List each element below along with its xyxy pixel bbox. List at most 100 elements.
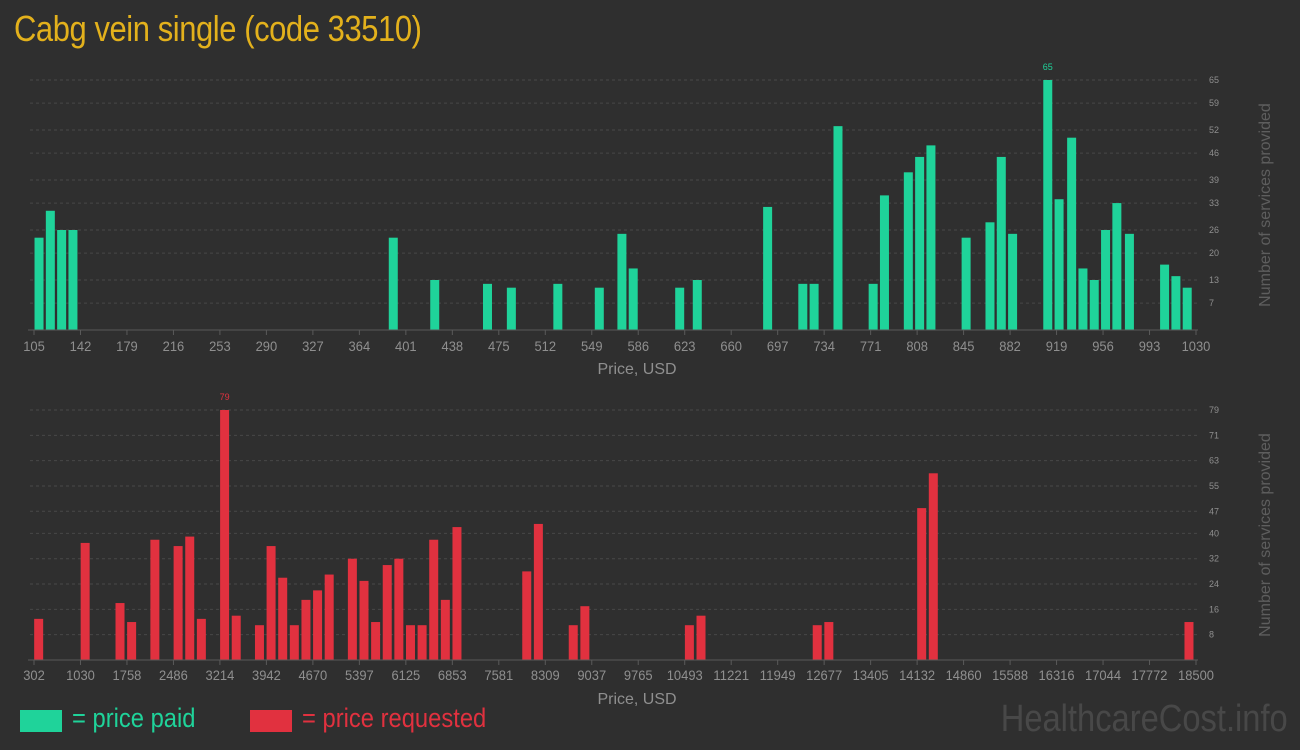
bar (533, 523, 543, 660)
x-tick-label: 253 (209, 338, 231, 354)
x-tick-label: 14132 (899, 667, 935, 683)
x-tick-label: 697 (767, 338, 789, 354)
bar (763, 206, 773, 330)
bar (812, 625, 822, 660)
bar (347, 558, 357, 660)
x-tick-label: 14860 (946, 667, 982, 683)
x-tick-label: 549 (581, 338, 603, 354)
bar (115, 603, 125, 660)
bar (1008, 233, 1018, 330)
x-axis-title: Price, USD (597, 691, 676, 708)
x-tick-label: 290 (256, 338, 278, 354)
bar (522, 571, 532, 660)
bar (628, 268, 638, 330)
y-tick-label: 7 (1209, 298, 1214, 308)
bar (80, 542, 90, 660)
y-tick-label: 20 (1209, 248, 1219, 258)
bar (961, 237, 971, 330)
x-tick-label: 17772 (1132, 667, 1168, 683)
bar (1171, 276, 1181, 330)
legend-requested-label: = price requested (302, 703, 487, 733)
x-tick-label: 11221 (713, 667, 749, 683)
bar (1160, 264, 1170, 330)
x-tick-label: 882 (999, 338, 1021, 354)
bar (506, 287, 516, 330)
bar (289, 625, 299, 660)
y-tick-label: 32 (1209, 554, 1219, 564)
y-tick-label: 46 (1209, 148, 1219, 158)
x-tick-label: 10493 (667, 667, 703, 683)
bar (903, 172, 913, 330)
bar (1124, 233, 1134, 330)
x-tick-label: 9037 (577, 667, 606, 683)
bar (996, 156, 1006, 330)
x-tick-label: 586 (627, 338, 649, 354)
x-tick-label: 8309 (531, 667, 560, 683)
bar (34, 618, 44, 660)
bar (1182, 287, 1192, 330)
bar (684, 625, 694, 660)
x-tick-label: 302 (23, 667, 45, 683)
bar (568, 625, 578, 660)
x-axis-title: Price, USD (597, 361, 676, 378)
x-tick-label: 660 (720, 338, 742, 354)
bar (833, 126, 843, 331)
x-tick-label: 919 (1046, 338, 1068, 354)
bar (917, 508, 927, 660)
y-axis-title: Number of services provided (1257, 103, 1274, 307)
x-tick-label: 4670 (298, 667, 327, 683)
bar (382, 565, 392, 660)
bar (429, 539, 439, 660)
x-tick-label: 11949 (760, 667, 796, 683)
x-tick-label: 5397 (345, 667, 374, 683)
y-tick-label: 13 (1209, 275, 1219, 285)
bar (915, 156, 925, 330)
bar (594, 287, 604, 330)
y-tick-label: 47 (1209, 506, 1219, 516)
bar (430, 280, 440, 330)
bar (196, 618, 206, 660)
x-tick-label: 475 (488, 338, 510, 354)
x-tick-label: 808 (906, 338, 928, 354)
bar (1054, 199, 1064, 330)
bar (452, 527, 462, 660)
x-tick-label: 6853 (438, 667, 467, 683)
y-tick-label: 33 (1209, 198, 1219, 208)
bar (617, 233, 627, 330)
bar (696, 615, 706, 660)
page-title: Cabg vein single (code 33510) (14, 8, 422, 49)
bar (417, 625, 427, 660)
bar (34, 237, 44, 330)
bar (798, 283, 808, 330)
x-tick-label: 2486 (159, 667, 188, 683)
x-tick-label: 16316 (1039, 667, 1075, 683)
y-tick-label: 59 (1209, 98, 1219, 108)
bar (580, 606, 590, 660)
bar (68, 230, 78, 330)
x-tick-label: 216 (163, 338, 185, 354)
bar (405, 625, 415, 660)
y-tick-label: 8 (1209, 630, 1214, 640)
bar (313, 590, 323, 660)
bar (254, 625, 264, 660)
x-tick-label: 12677 (806, 667, 842, 683)
bar (45, 210, 55, 330)
x-tick-label: 18500 (1178, 667, 1214, 683)
bar (1089, 280, 1099, 330)
bar (809, 283, 819, 330)
max-value-label: 79 (220, 392, 230, 402)
x-tick-label: 623 (674, 338, 696, 354)
bar (553, 283, 563, 330)
y-tick-label: 52 (1209, 125, 1219, 135)
bar (388, 237, 398, 330)
legend-paid-label: = price paid (72, 703, 196, 733)
bar (440, 599, 450, 660)
bar (1112, 203, 1122, 330)
bar (928, 473, 938, 660)
bar (868, 283, 878, 330)
x-tick-label: 3214 (206, 667, 235, 683)
y-tick-label: 24 (1209, 579, 1219, 589)
y-tick-label: 71 (1209, 430, 1219, 440)
x-tick-label: 105 (23, 338, 45, 354)
bar (879, 195, 889, 330)
